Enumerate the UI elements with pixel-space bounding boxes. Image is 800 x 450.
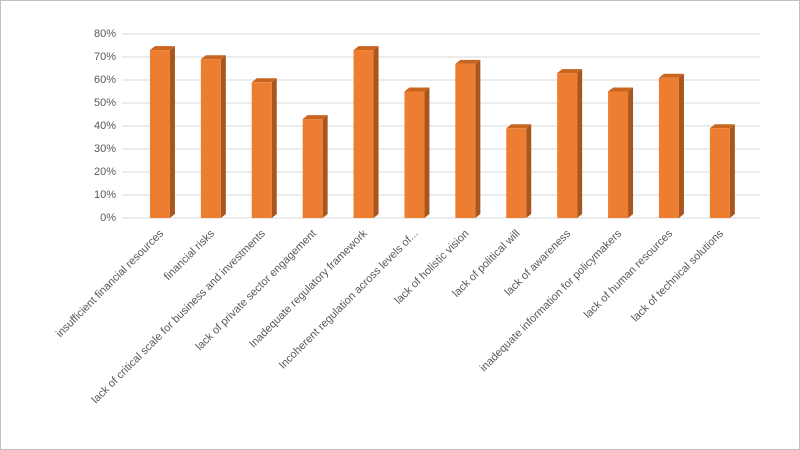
y-tick-label: 20% [94, 166, 116, 178]
bar-side [526, 124, 532, 218]
bar-top [200, 55, 226, 60]
bar-side [729, 124, 735, 218]
bar-top [302, 115, 328, 120]
bar-side [475, 59, 481, 219]
bar-side [577, 69, 583, 218]
bar-front [353, 50, 374, 218]
y-tick-label: 0% [100, 212, 116, 224]
bar-front [557, 73, 578, 218]
bar-side [373, 46, 379, 218]
bar-front [251, 82, 272, 218]
bar-front [455, 63, 476, 219]
bar-top [149, 46, 175, 51]
bar-side [628, 87, 634, 218]
y-tick-label: 70% [94, 51, 116, 63]
y-tick-label: 40% [94, 120, 116, 132]
bar [658, 73, 684, 218]
bar [353, 46, 379, 218]
bar-top [404, 87, 430, 92]
bar-top [608, 87, 634, 92]
bar-front [608, 91, 629, 218]
bar-side [678, 73, 684, 218]
bar [557, 69, 583, 218]
bar-front [149, 50, 170, 218]
bar-front [404, 91, 425, 218]
bar-side [424, 87, 430, 218]
bar [200, 55, 226, 218]
bar [608, 87, 634, 218]
bar-top [506, 124, 532, 129]
bar-front [709, 128, 730, 218]
bar-side [169, 46, 175, 218]
bar-front [302, 119, 323, 218]
bar [506, 124, 532, 218]
y-tick-label: 50% [94, 97, 116, 109]
bar-top [658, 73, 684, 78]
bar [251, 78, 277, 218]
bar-front [200, 59, 221, 218]
bar [404, 87, 430, 218]
bar-top [353, 46, 379, 51]
y-tick-label: 80% [94, 28, 116, 40]
bar-side [220, 55, 226, 218]
y-tick-label: 10% [94, 189, 116, 201]
bar-side [322, 115, 328, 218]
bar-side [271, 78, 277, 218]
bar-top [709, 124, 735, 129]
bar-top [455, 59, 481, 64]
bar [455, 59, 481, 219]
bar [302, 115, 328, 218]
bar-top [557, 69, 583, 74]
bar-front [658, 77, 679, 218]
bar [709, 124, 735, 218]
y-tick-label: 60% [94, 74, 116, 86]
bar-top [251, 78, 277, 83]
bar [149, 46, 175, 218]
y-tick-label: 30% [94, 143, 116, 155]
bar-front [506, 128, 527, 218]
